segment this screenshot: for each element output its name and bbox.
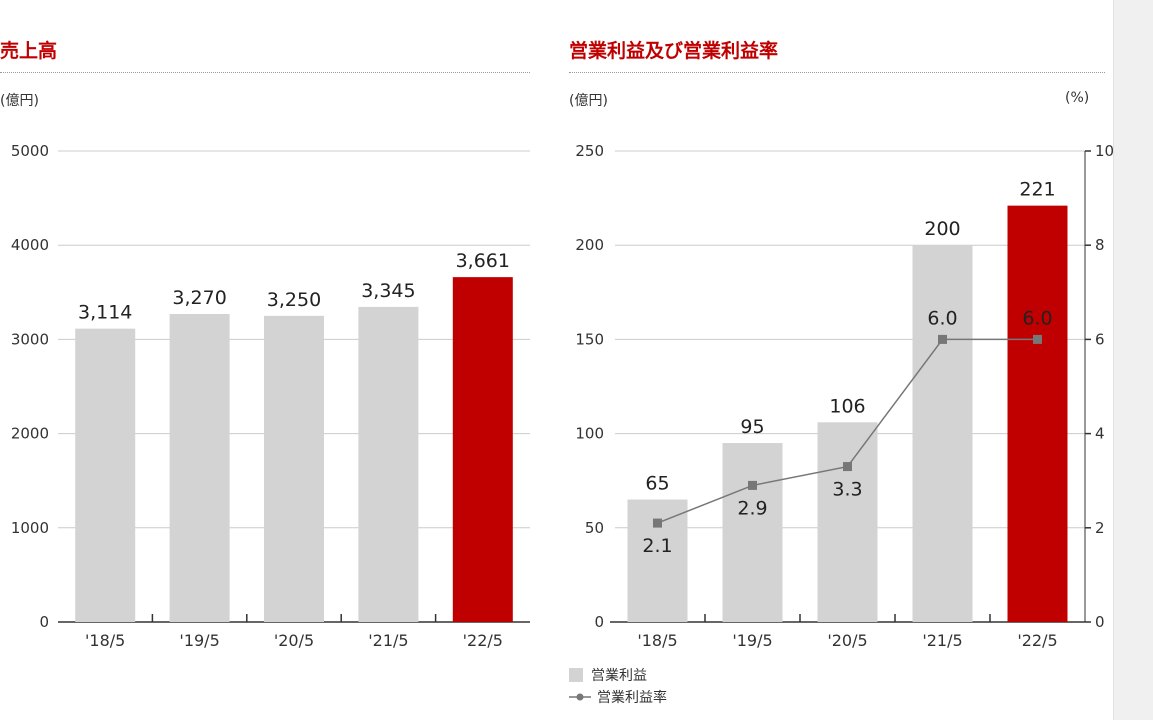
y-tick-label: 250	[575, 142, 604, 160]
bar	[1007, 205, 1068, 623]
y-tick-label: 1000	[11, 519, 49, 537]
x-tick-label: '18/5	[85, 631, 125, 650]
bar	[627, 499, 688, 622]
legend-item-operating-margin: 営業利益率	[569, 686, 667, 708]
net-sales-bar-chart: 0 1000 2000 3000 4000 5000 3,114 '18/5 3,270 '19/…	[11, 142, 530, 650]
x-tick-label: '22/5	[1017, 631, 1057, 650]
net-sales-chart-panel: 売上高 (億円) 0 1000 2000 3000 4000 5000 3,114 '18/5…	[0, 0, 540, 720]
title-divider	[0, 72, 530, 73]
title-divider	[569, 72, 1105, 73]
legend-label-operating-margin: 営業利益率	[597, 690, 667, 706]
bar	[817, 422, 878, 622]
legend-item-operating-income: 営業利益	[569, 664, 667, 686]
x-tick-label: '20/5	[827, 631, 867, 650]
bar-value-label: 3,114	[78, 302, 132, 324]
y2-tick-label: 10	[1095, 142, 1114, 160]
y-tick-label: 4000	[11, 236, 49, 254]
x-tick-label: '20/5	[274, 631, 314, 650]
margin-value-label: 6.0	[927, 307, 957, 329]
y-tick-label: 200	[575, 236, 604, 254]
margin-point	[843, 462, 852, 472]
y-tick-label: 100	[575, 425, 604, 443]
bar-value-label: 3,250	[267, 289, 321, 311]
operating-income-combo-chart: 05010015020025065'18/595'19/5106'20/5200…	[575, 142, 1114, 650]
bar-value-label: 200	[924, 218, 960, 240]
operating-income-chart-panel: 営業利益及び営業利益率 (億円) (%) 0 50 100 150 200 250 65'1…	[565, 0, 1114, 720]
bar	[452, 277, 513, 622]
y2-tick-label: 6	[1095, 330, 1105, 348]
bar-value-label: 65	[645, 473, 669, 495]
y2-tick-label: 4	[1095, 425, 1105, 443]
y2-tick-label: 8	[1095, 236, 1105, 254]
bar-value-label: 106	[829, 395, 865, 417]
bar	[722, 443, 783, 622]
margin-value-label: 6.0	[1022, 307, 1052, 329]
legend-label-operating-income: 営業利益	[591, 668, 647, 684]
chart-legend: 営業利益 営業利益率	[569, 664, 667, 708]
operating-margin-unit-label: (%)	[1065, 90, 1090, 106]
y-tick-label: 150	[575, 330, 604, 348]
bar	[75, 328, 136, 622]
margin-point	[653, 518, 662, 528]
margin-point	[1033, 334, 1042, 344]
bar	[912, 245, 973, 622]
bar-swatch-icon	[569, 668, 583, 682]
x-tick-label: '22/5	[463, 631, 503, 650]
y2-tick-label: 2	[1095, 519, 1105, 537]
bar-value-label: 221	[1019, 179, 1055, 201]
net-sales-unit-label: (億円)	[0, 93, 39, 109]
y-tick-label: 5000	[11, 142, 49, 160]
bar	[169, 313, 230, 622]
bar	[358, 306, 419, 622]
bar-value-label: 3,345	[361, 280, 415, 302]
y-tick-label: 0	[39, 613, 49, 631]
margin-value-label: 2.9	[737, 497, 767, 519]
y2-tick-label: 0	[1095, 613, 1105, 631]
page-scrollbar[interactable]	[1113, 0, 1153, 720]
bar-value-label: 3,661	[456, 250, 510, 272]
x-tick-label: '19/5	[179, 631, 219, 650]
x-tick-label: '21/5	[368, 631, 408, 650]
net-sales-chart-title: 売上高	[0, 40, 58, 62]
x-tick-label: '21/5	[922, 631, 962, 650]
margin-point	[938, 334, 947, 344]
margin-value-label: 3.3	[832, 479, 862, 501]
y-tick-label: 3000	[11, 330, 49, 348]
bar	[264, 315, 324, 622]
bar-value-label: 95	[740, 416, 764, 438]
x-tick-label: '18/5	[637, 631, 677, 650]
margin-point	[748, 480, 757, 490]
operating-income-chart-title: 営業利益及び営業利益率	[569, 40, 779, 62]
bar-value-label: 3,270	[172, 287, 226, 309]
y-tick-label: 50	[585, 519, 604, 537]
x-tick-label: '19/5	[732, 631, 772, 650]
y-tick-label: 2000	[11, 425, 49, 443]
operating-income-unit-label: (億円)	[569, 93, 608, 109]
margin-value-label: 2.1	[642, 535, 672, 557]
line-marker-icon	[569, 693, 591, 701]
y-tick-label: 0	[594, 613, 604, 631]
